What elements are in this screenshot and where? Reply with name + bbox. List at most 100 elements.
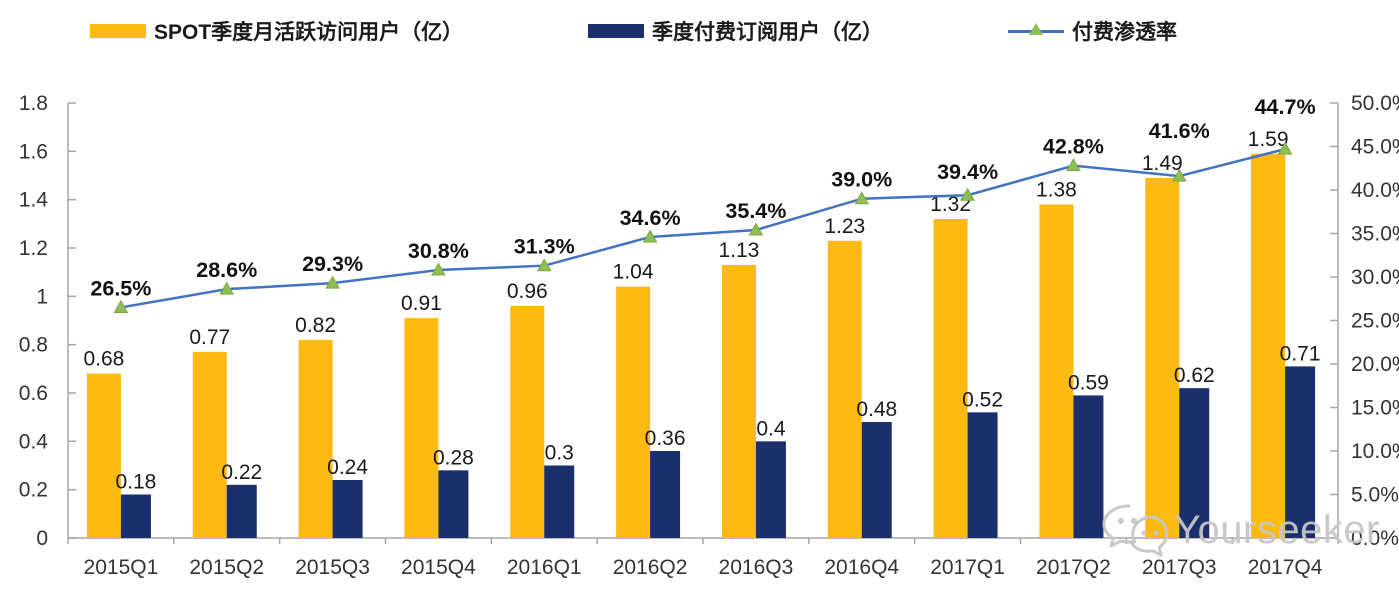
subs-value-label: 0.3 bbox=[545, 442, 574, 465]
x-axis-category-label: 2017Q4 bbox=[1248, 556, 1323, 579]
mau-value-label: 0.91 bbox=[401, 292, 442, 315]
line-marker bbox=[748, 222, 764, 236]
subs-bar bbox=[1179, 388, 1210, 538]
mau-bar bbox=[86, 373, 121, 538]
line-marker bbox=[1277, 141, 1293, 155]
percent-label: 35.4% bbox=[725, 199, 786, 223]
subs-bar bbox=[120, 494, 151, 538]
mau-value-label: 1.04 bbox=[613, 261, 654, 284]
mau-bar bbox=[510, 306, 545, 538]
line-marker bbox=[536, 258, 552, 272]
legend-label-mau: SPOT季度月活跃访问用户（亿） bbox=[154, 21, 464, 44]
right-axis-tick-label: 35.0% bbox=[1351, 223, 1399, 246]
right-axis-tick-label: 0.0% bbox=[1351, 527, 1399, 550]
x-axis-category-label: 2016Q4 bbox=[824, 556, 899, 579]
right-axis-tick-label: 45.0% bbox=[1351, 136, 1399, 159]
x-axis-category-label: 2017Q2 bbox=[1036, 556, 1111, 579]
right-axis-tick-label: 15.0% bbox=[1351, 397, 1399, 420]
subs-value-label: 0.4 bbox=[756, 417, 786, 440]
x-axis-category-label: 2016Q2 bbox=[613, 556, 688, 579]
mau-value-label: 0.68 bbox=[83, 348, 124, 371]
right-axis-tick-label: 30.0% bbox=[1351, 266, 1399, 289]
subs-value-label: 0.36 bbox=[645, 427, 686, 450]
mau-bar bbox=[721, 264, 756, 538]
subs-bar bbox=[1073, 395, 1104, 538]
subs-bar bbox=[332, 480, 363, 538]
line-marker bbox=[325, 275, 340, 289]
x-axis-category-label: 2015Q2 bbox=[189, 556, 264, 579]
subs-value-label: 0.52 bbox=[962, 388, 1003, 411]
legend-label-subscribers: 季度付费订阅用户（亿） bbox=[652, 21, 883, 44]
line-marker bbox=[960, 187, 975, 201]
subs-bar bbox=[544, 465, 575, 538]
x-axis-category-label: 2016Q1 bbox=[507, 556, 582, 579]
x-axis-category-label: 2015Q1 bbox=[84, 556, 159, 579]
subs-value-label: 0.59 bbox=[1068, 371, 1109, 394]
left-axis-tick-label: 1.4 bbox=[19, 189, 49, 212]
line-marker bbox=[854, 191, 870, 205]
legend-label-penetration: 付费渗透率 bbox=[1072, 21, 1177, 44]
right-axis-tick-label: 5.0% bbox=[1351, 484, 1399, 507]
percent-label: 26.5% bbox=[90, 276, 151, 300]
line-marker bbox=[431, 262, 446, 276]
line-marker bbox=[219, 281, 235, 295]
left-axis-tick-label: 0.8 bbox=[19, 334, 48, 357]
mau-value-label: 0.82 bbox=[295, 314, 336, 337]
right-axis-tick-label: 10.0% bbox=[1351, 440, 1399, 463]
subs-value-label: 0.22 bbox=[221, 461, 262, 484]
line-marker bbox=[113, 299, 129, 313]
subs-value-label: 0.62 bbox=[1174, 364, 1215, 387]
subs-bar bbox=[967, 412, 998, 538]
subs-value-label: 0.48 bbox=[856, 398, 897, 421]
subs-value-label: 0.18 bbox=[115, 471, 156, 494]
subs-bar bbox=[226, 484, 257, 538]
x-axis-category-label: 2015Q3 bbox=[295, 556, 370, 579]
line-marker bbox=[1171, 168, 1187, 182]
percent-label: 39.0% bbox=[831, 168, 892, 192]
subs-bar bbox=[650, 451, 681, 538]
mau-bar bbox=[298, 339, 333, 538]
x-axis-category-label: 2017Q3 bbox=[1142, 556, 1217, 579]
right-axis-tick-label: 50.0% bbox=[1351, 92, 1399, 115]
percent-label: 39.4% bbox=[937, 160, 998, 184]
mau-value-label: 1.32 bbox=[930, 193, 971, 216]
legend-item-subscribers: 季度付费订阅用户（亿） bbox=[588, 18, 883, 44]
mau-bar bbox=[616, 286, 651, 538]
left-axis-tick-label: 1.2 bbox=[19, 237, 48, 260]
percent-label: 42.8% bbox=[1043, 135, 1104, 159]
mau-bar bbox=[404, 318, 439, 538]
percent-label: 30.8% bbox=[408, 239, 469, 263]
mau-value-label: 1.13 bbox=[718, 239, 759, 262]
legend-line-marker-icon bbox=[1008, 23, 1064, 38]
mau-bar bbox=[1145, 177, 1180, 538]
legend-swatch-subscribers bbox=[588, 24, 644, 38]
right-axis-tick-label: 25.0% bbox=[1351, 310, 1399, 333]
legend-item-penetration: 付费渗透率 bbox=[1008, 18, 1177, 44]
legend-item-mau: SPOT季度月活跃访问用户（亿） bbox=[90, 18, 463, 44]
percent-label: 41.6% bbox=[1149, 119, 1210, 143]
left-axis-tick-label: 0.2 bbox=[19, 479, 48, 502]
left-axis-tick-label: 0.6 bbox=[19, 382, 48, 405]
left-axis-tick-label: 1.8 bbox=[19, 92, 48, 115]
left-axis-tick-label: 1 bbox=[36, 285, 48, 308]
subs-bar bbox=[1285, 366, 1316, 538]
penetration-line bbox=[120, 147, 1286, 309]
subs-value-label: 0.28 bbox=[433, 446, 474, 469]
x-axis-category-label: 2015Q4 bbox=[401, 556, 476, 579]
mau-value-label: 1.23 bbox=[824, 215, 865, 238]
subs-bar bbox=[861, 422, 892, 538]
x-axis-category-label: 2016Q3 bbox=[719, 556, 794, 579]
left-axis-tick-label: 0 bbox=[36, 527, 48, 550]
mau-bar bbox=[1251, 153, 1286, 538]
mau-bar bbox=[192, 351, 227, 538]
mau-bar bbox=[827, 240, 862, 538]
percent-label: 34.6% bbox=[620, 206, 681, 230]
x-axis-category-label: 2017Q1 bbox=[930, 556, 1005, 579]
percent-label: 44.7% bbox=[1255, 95, 1316, 119]
mau-value-label: 0.77 bbox=[189, 326, 230, 349]
subs-bar bbox=[755, 441, 786, 538]
mau-bar bbox=[933, 219, 968, 538]
left-axis-tick-label: 0.4 bbox=[19, 430, 49, 453]
percent-label: 31.3% bbox=[514, 235, 575, 259]
